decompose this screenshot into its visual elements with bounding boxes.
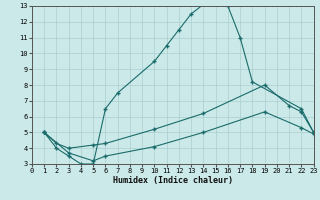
X-axis label: Humidex (Indice chaleur): Humidex (Indice chaleur) — [113, 176, 233, 185]
